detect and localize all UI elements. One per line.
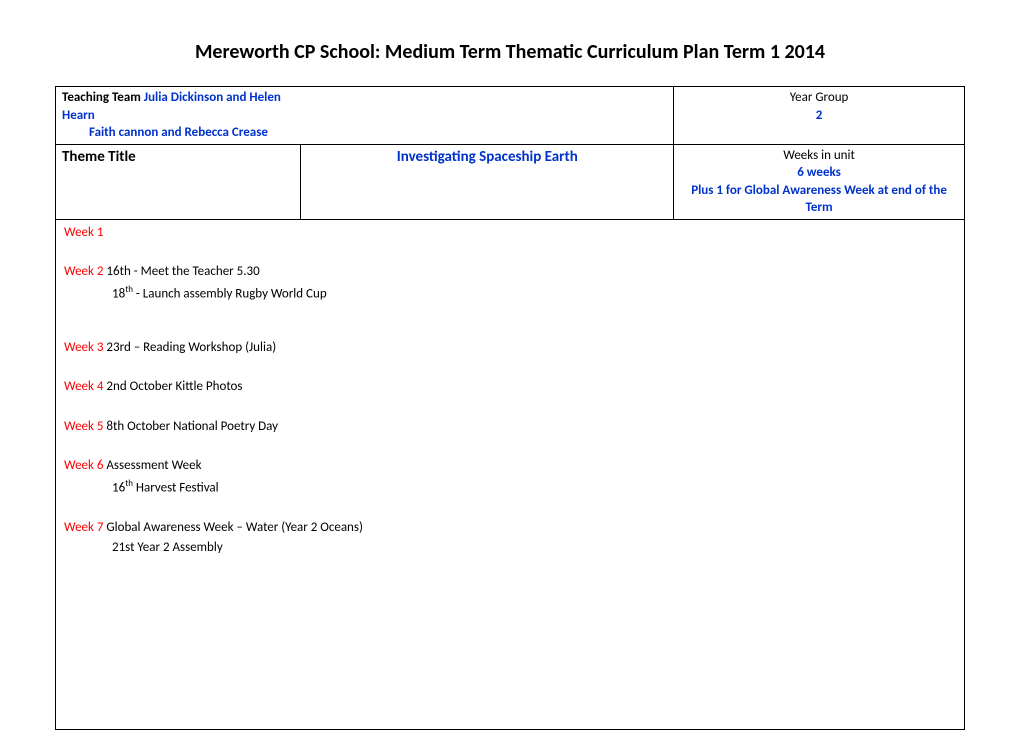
plan-table: Teaching Team Julia Dickinson and Helen … bbox=[55, 86, 965, 730]
weeks-cell: Weeks in unit 6 weeks Plus 1 for Global … bbox=[674, 144, 965, 219]
week5-text: 8th October National Poetry Day bbox=[103, 419, 278, 434]
teachers-line2: Faith cannon and Rebecca Crease bbox=[62, 124, 295, 142]
teaching-team-spacer bbox=[301, 87, 674, 145]
weeks-value: 6 weeks bbox=[680, 164, 958, 182]
week6-text: Assessment Week bbox=[103, 458, 201, 473]
week1-label: Week 1 bbox=[64, 225, 103, 240]
week7-text: Global Awareness Week – Water (Year 2 Oc… bbox=[103, 520, 362, 535]
week6-line2b: Harvest Festival bbox=[133, 480, 219, 495]
theme-title-cell: Theme Title bbox=[56, 144, 301, 219]
weeks-label: Weeks in unit bbox=[680, 147, 958, 165]
week6-sup: th bbox=[125, 478, 133, 489]
year-group-cell: Year Group 2 bbox=[674, 87, 965, 145]
year-group-label: Year Group bbox=[680, 89, 958, 107]
week5-label: Week 5 bbox=[64, 419, 103, 434]
schedule-cell: Week 1 Week 2 16th - Meet the Teacher 5.… bbox=[56, 219, 965, 729]
week7-label: Week 7 bbox=[64, 520, 103, 535]
week3-label: Week 3 bbox=[64, 340, 103, 355]
week2-line2a: 18 bbox=[112, 286, 125, 301]
week2-line2b: - Launch assembly Rugby World Cup bbox=[133, 286, 327, 301]
page-title: Mereworth CP School: Medium Term Themati… bbox=[55, 40, 965, 64]
teaching-team-cell: Teaching Team Julia Dickinson and Helen … bbox=[56, 87, 301, 145]
week2-sup: th bbox=[125, 284, 133, 295]
weeks-note: Plus 1 for Global Awareness Week at end … bbox=[680, 182, 958, 217]
week2-label: Week 2 bbox=[64, 264, 103, 279]
theme-name-cell: Investigating Spaceship Earth bbox=[301, 144, 674, 219]
week3-text: 23rd – Reading Workshop (Julia) bbox=[103, 340, 276, 355]
week6-label: Week 6 bbox=[64, 458, 103, 473]
teaching-team-label: Teaching Team bbox=[62, 90, 141, 105]
week4-label: Week 4 bbox=[64, 379, 103, 394]
year-group-value: 2 bbox=[680, 107, 958, 125]
week2-line1: 16th - Meet the Teacher 5.30 bbox=[103, 264, 259, 279]
week7-line2: 21st Year 2 Assembly bbox=[112, 540, 223, 555]
theme-title-label: Theme Title bbox=[62, 148, 136, 166]
week6-line2a: 16 bbox=[112, 480, 125, 495]
week4-text: 2nd October Kittle Photos bbox=[103, 379, 242, 394]
theme-name: Investigating Spaceship Earth bbox=[307, 147, 667, 167]
